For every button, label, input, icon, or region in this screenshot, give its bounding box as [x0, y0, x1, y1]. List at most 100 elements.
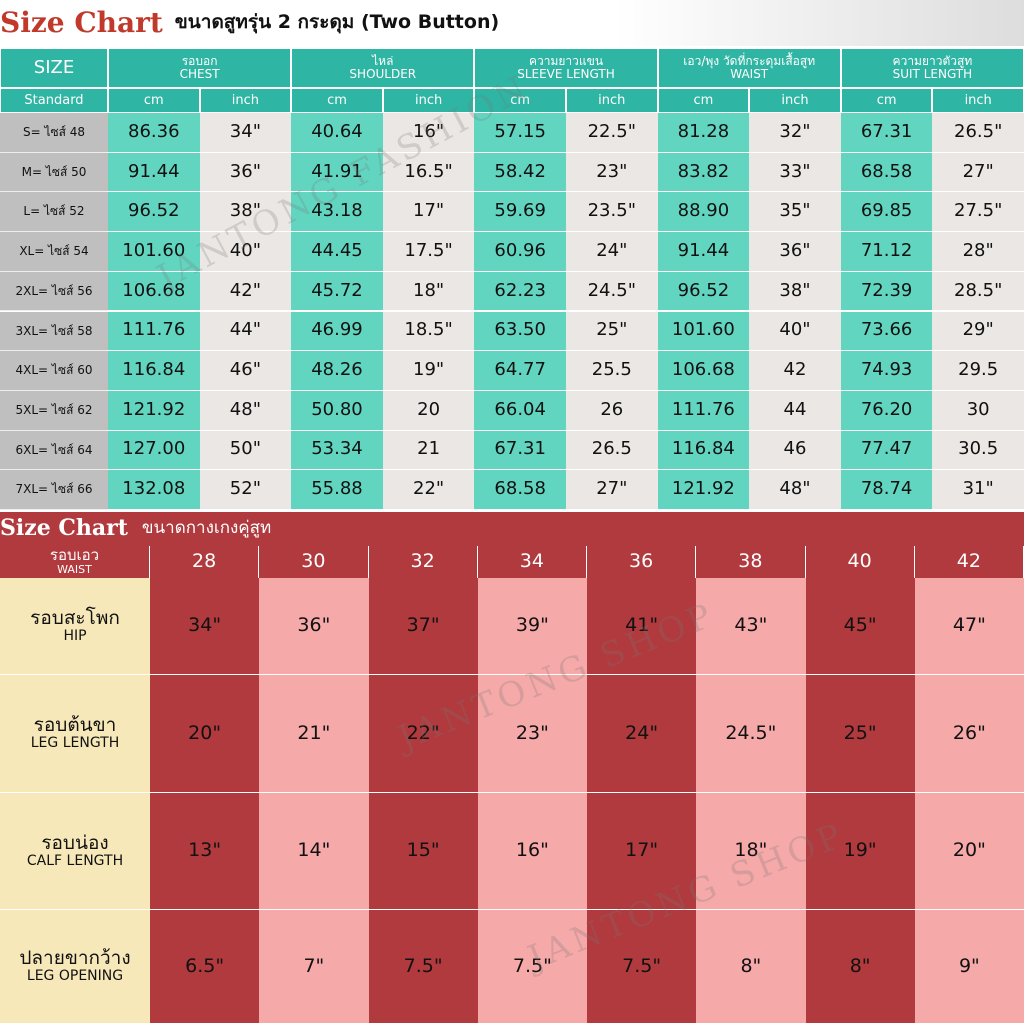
title: Size Chart: [0, 6, 163, 40]
value: 91.44: [677, 239, 730, 261]
value: 116.84: [671, 438, 735, 460]
value-cell: 44": [199, 311, 292, 352]
value-cell: 36": [259, 578, 369, 675]
row-label: รอบน่อง CALF LENGTH: [0, 793, 150, 910]
value: 16.5": [404, 160, 453, 182]
value: 64.77: [494, 359, 546, 381]
value: 36": [229, 160, 261, 182]
value: 27": [596, 478, 628, 500]
value: 50.80: [311, 398, 363, 420]
group-en: CHEST: [179, 67, 220, 81]
value: 78.74: [860, 478, 913, 500]
value-cell: 25": [566, 311, 658, 352]
size-label: S= ไซส์ 48: [22, 125, 86, 140]
value: 91.44: [128, 160, 180, 182]
value-cell: 24.5": [566, 271, 658, 312]
value-cell: 46": [199, 351, 292, 391]
value-cell: 63.50: [474, 311, 566, 352]
value: 111.76: [122, 319, 186, 341]
size-cell: S= ไซส์ 48: [0, 113, 108, 153]
group-header: เอว/พุง วัดที่กระดุมเสื้อสูท WAIST: [657, 48, 841, 88]
value-cell: 26": [914, 675, 1024, 793]
value: 60.96: [494, 239, 546, 261]
value-cell: 74.93: [840, 351, 933, 391]
size-cell: 2XL= ไซส์ 56: [0, 271, 108, 312]
value: 69.85: [860, 200, 913, 222]
size-cell: XL= ไซส์ 54: [0, 232, 108, 272]
value: 53.34: [311, 438, 363, 460]
value: 29.5: [958, 359, 999, 381]
value: 116.84: [122, 359, 186, 381]
value: 19": [843, 839, 877, 862]
value: 24": [625, 721, 659, 744]
value-cell: 86.36: [108, 113, 200, 153]
title-bar: Size Chart ขนาดสูทรุ่น 2 กระดุม (Two Butt…: [0, 0, 1024, 46]
value: 96.52: [677, 279, 730, 301]
row-thai: รอบต้นขา: [33, 714, 117, 737]
value: 101.60: [122, 239, 186, 261]
value: 106.68: [671, 359, 735, 381]
value-cell: 38": [749, 271, 841, 312]
value-cell: 69.85: [840, 192, 933, 233]
value-cell: 14": [259, 793, 369, 910]
value: 42": [229, 279, 261, 301]
value-cell: 28.5": [932, 271, 1024, 312]
value-cell: 31": [932, 470, 1024, 510]
value: 83.82: [677, 160, 730, 182]
value: 28": [962, 239, 994, 261]
size-label: 4XL= ไซส์ 60: [15, 363, 93, 378]
value-cell: 32": [749, 113, 841, 153]
value: 15": [406, 839, 440, 862]
waist-value: 30: [301, 550, 326, 573]
value-cell: 50": [199, 430, 292, 471]
value-cell: 121.92: [657, 470, 750, 510]
row-thai: ปลายขากว้าง: [19, 947, 131, 970]
value-cell: 68.58: [840, 152, 933, 193]
value: 44: [783, 398, 807, 420]
value-cell: 30.5: [932, 430, 1024, 471]
value: 9": [958, 954, 980, 977]
value-cell: 16.5": [382, 152, 475, 193]
value-cell: 116.84: [657, 430, 750, 471]
size-label: L= ไซส์ 52: [23, 204, 85, 219]
value-cell: 91.44: [657, 232, 750, 272]
value: 132.08: [122, 478, 186, 500]
unit: inch: [964, 92, 992, 108]
value: 34": [229, 120, 261, 142]
value-cell: 60.96: [474, 232, 566, 272]
value: 68.58: [860, 160, 913, 182]
value: 16": [515, 839, 549, 862]
waist-size: 38: [696, 546, 806, 578]
value-cell: 72.39: [840, 271, 933, 312]
size-cell: 5XL= ไซส์ 62: [0, 390, 108, 431]
value: 36": [779, 239, 811, 261]
value: 67.31: [860, 120, 913, 142]
value-cell: 71.12: [840, 232, 933, 272]
value: 77.47: [860, 438, 913, 460]
value-cell: 24.5": [696, 675, 806, 793]
value-cell: 96.52: [657, 271, 750, 312]
value: 16": [413, 120, 445, 142]
unit-cell: cm: [657, 88, 750, 113]
value-cell: 39": [477, 578, 587, 675]
value-cell: 127.00: [108, 430, 200, 471]
unit: cm: [876, 92, 897, 108]
waist-value: 34: [519, 550, 544, 573]
value: 86.36: [128, 120, 180, 142]
value-cell: 36": [199, 152, 292, 193]
value: 18": [734, 839, 768, 862]
value: 20": [188, 721, 222, 744]
value: 29": [962, 319, 994, 341]
value: 8": [740, 954, 762, 977]
standard-cell: Standard: [0, 88, 108, 113]
value-cell: 38": [199, 192, 292, 233]
value: 7": [303, 954, 325, 977]
value-cell: 22.5": [566, 113, 658, 153]
value: 74.93: [860, 359, 913, 381]
value: 21": [297, 721, 331, 744]
unit: cm: [143, 92, 164, 108]
value: 68.58: [494, 478, 546, 500]
waist-size: 34: [477, 546, 587, 578]
value: 52": [229, 478, 261, 500]
value-cell: 78.74: [840, 470, 933, 510]
